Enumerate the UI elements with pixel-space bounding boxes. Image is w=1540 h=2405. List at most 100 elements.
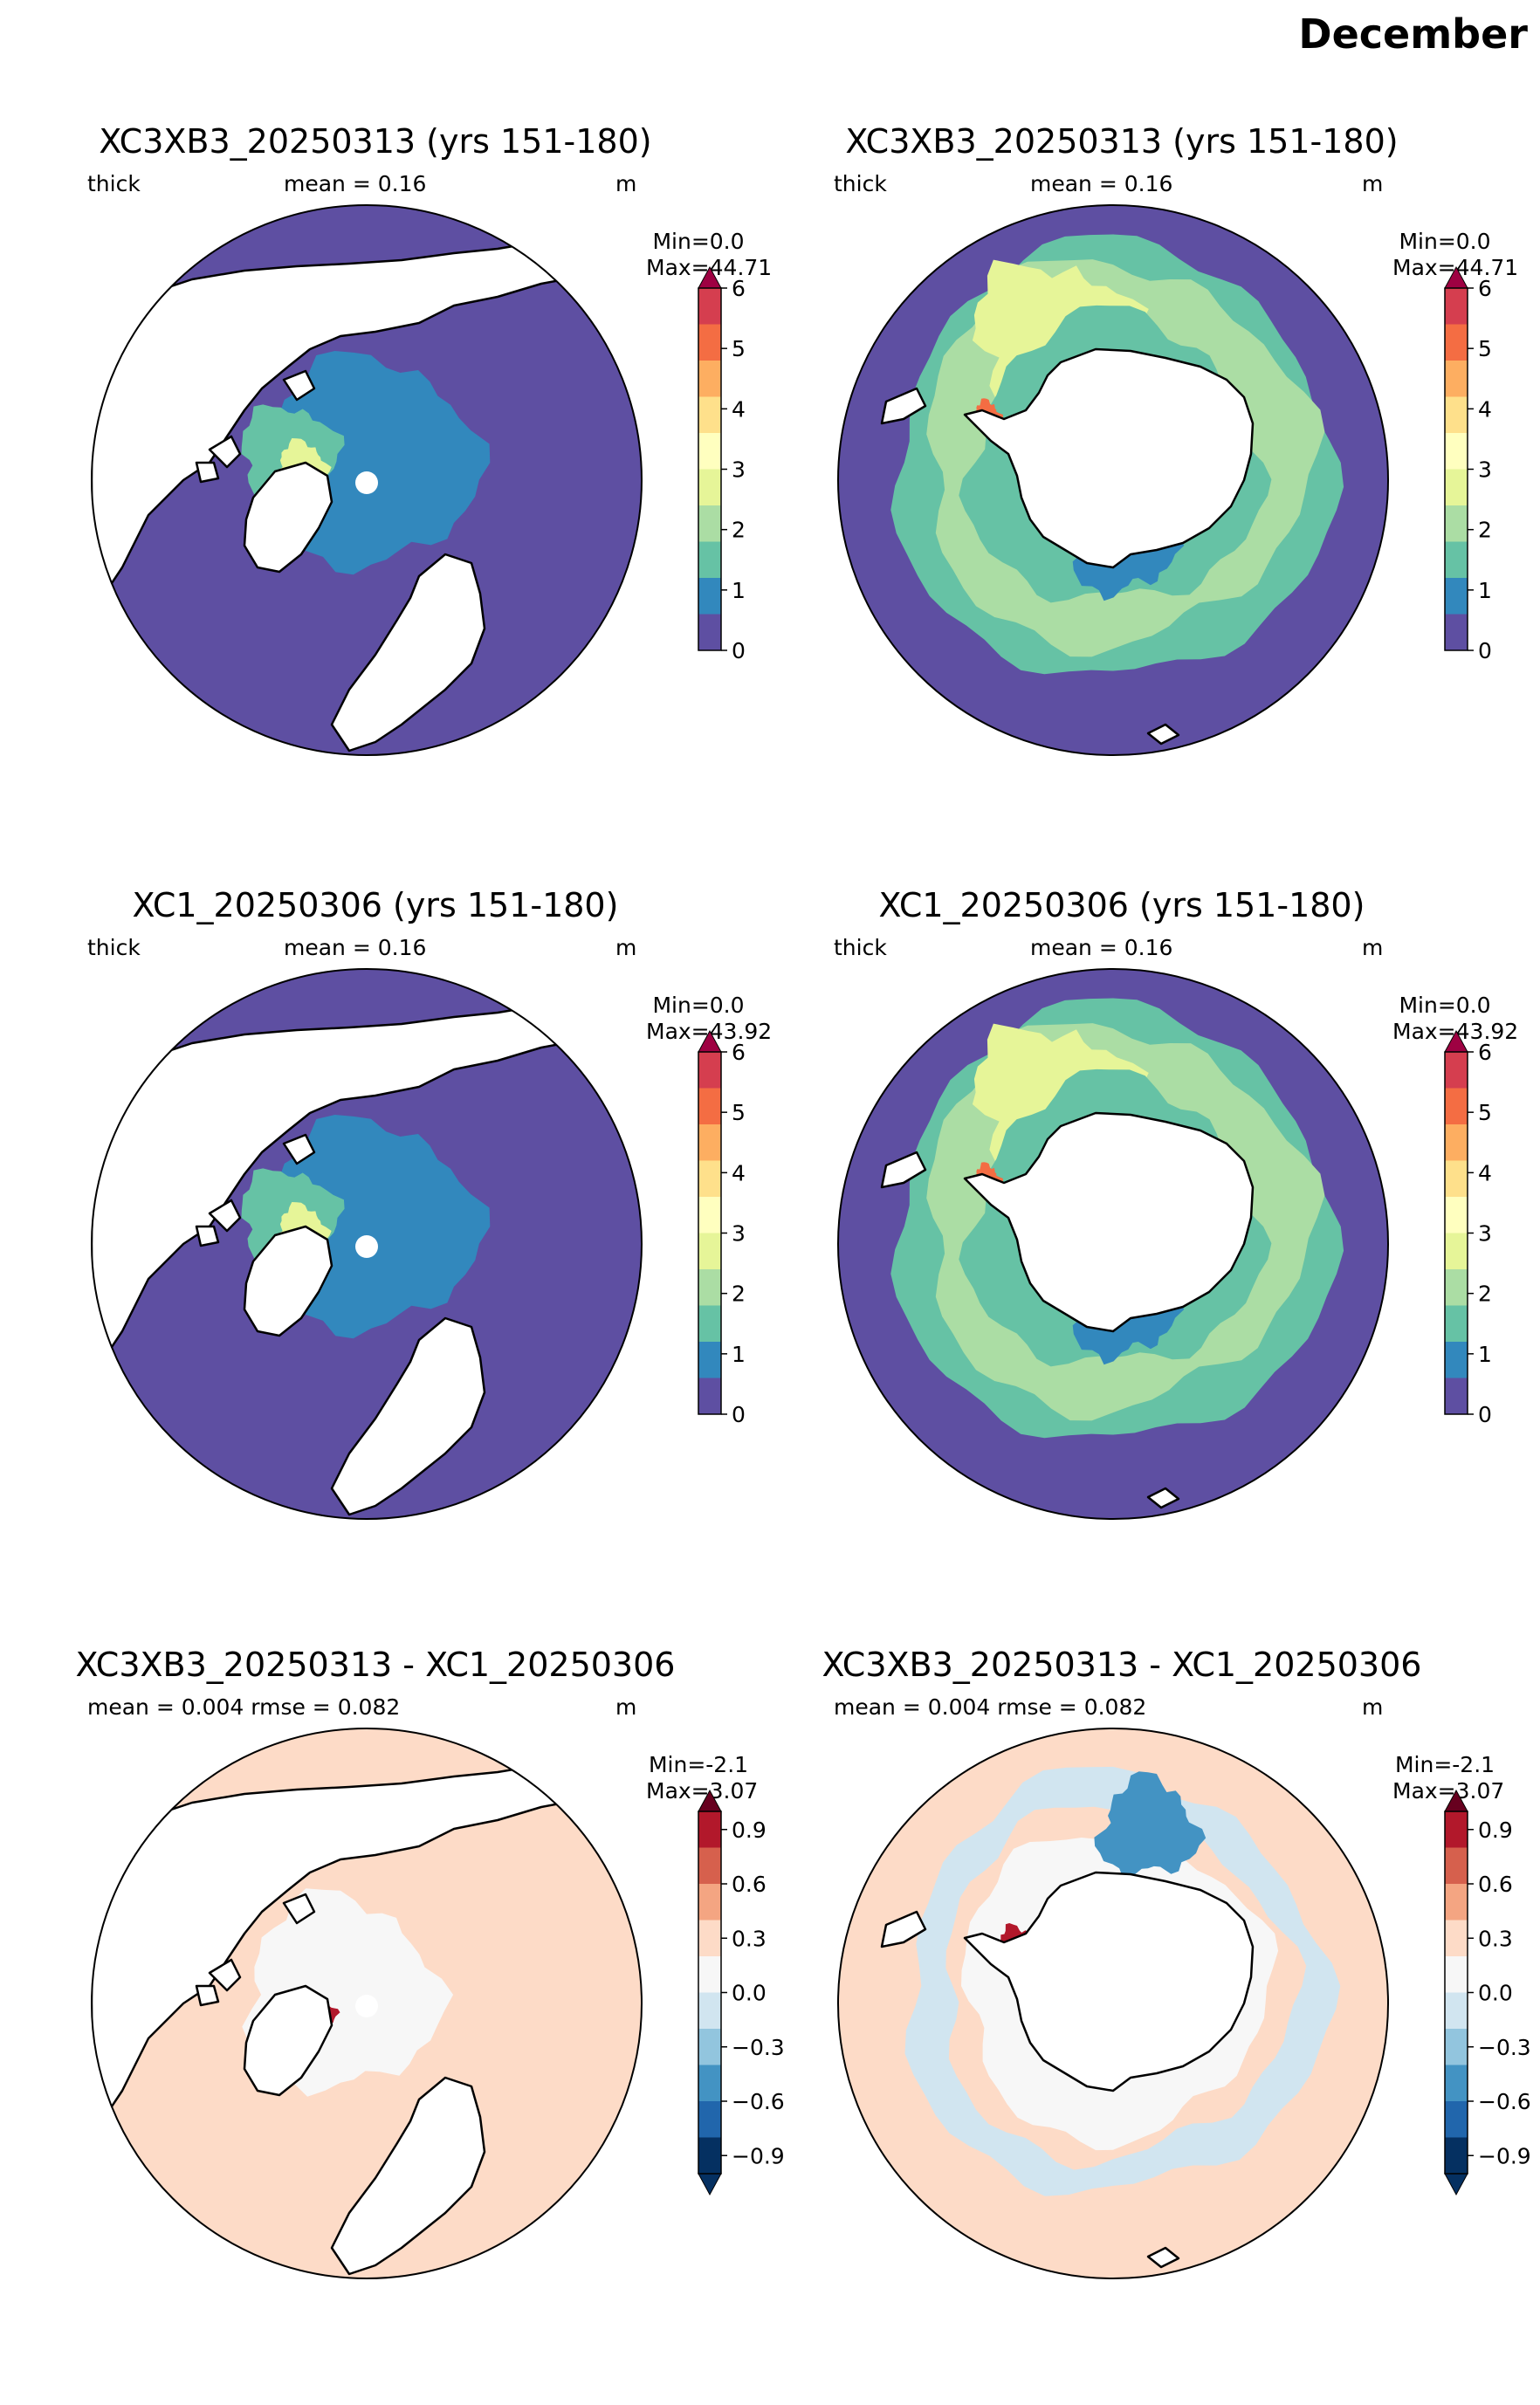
negative-anomaly <box>1094 1771 1207 1878</box>
colorbar-segment <box>698 505 721 542</box>
colorbar-tick-label: 2 <box>732 518 746 543</box>
map-content <box>838 205 1388 755</box>
panel-north-difference: XC3XB3_20250313 - XC1_20250306 mean = 0.… <box>0 1646 785 2405</box>
land-coastline <box>282 1133 316 1165</box>
colorbar-tick-label: −0.3 <box>732 2035 785 2060</box>
colorbar-tick-label: 0.0 <box>732 1981 767 2006</box>
colorbar-segment <box>698 2137 721 2174</box>
colorbar-segment <box>698 288 721 325</box>
colorbar-segment <box>1445 578 1468 615</box>
colorbar-tick-label: 0 <box>1478 638 1492 663</box>
colorbar-tick-label: 0.3 <box>732 1926 767 1951</box>
colorbar: 0 1 2 3 4 5 6 <box>1444 265 1492 663</box>
figure-title: December <box>1298 10 1528 58</box>
colorbar-segment <box>698 1920 721 1956</box>
panel-title: XC1_20250306 (yrs 151-180) <box>878 886 1365 924</box>
land-coastline <box>330 553 486 752</box>
colorbar-tick-label: −0.6 <box>1478 2089 1531 2114</box>
min-max-box: Min=-2.1 Max=3.07 <box>646 1752 758 1804</box>
colorbar-tick-label: 4 <box>1478 396 1492 422</box>
min-label: Min=-2.1 <box>648 1752 749 1777</box>
colorbar-segment <box>1445 1920 1468 1956</box>
colorbar-segment <box>1445 1342 1468 1378</box>
colorbar-segment <box>1445 1088 1468 1124</box>
colorbar-segment <box>1445 1811 1468 1848</box>
land-coastline <box>92 1762 613 2136</box>
colorbar-segment <box>1445 2137 1468 2174</box>
polar-map <box>837 1728 1389 2279</box>
colorbar-tick-label: 0.9 <box>732 1817 767 1843</box>
colorbar-extend-max <box>1444 1789 1468 1812</box>
colorbar-segment <box>698 1992 721 2029</box>
colorbar-segment <box>698 1233 721 1269</box>
unit-label: m <box>615 171 637 196</box>
land-coastline <box>208 435 242 469</box>
colorbar-tick-label: 3 <box>1478 1221 1492 1247</box>
colorbar-segment <box>698 1811 721 1848</box>
colorbar-segment <box>1445 2065 1468 2101</box>
land-coastline <box>1146 2246 1180 2269</box>
colorbar-segment <box>698 1305 721 1342</box>
colorbar-segment <box>698 1124 721 1161</box>
land-coastline <box>282 369 316 402</box>
colorbar-segment <box>698 541 721 578</box>
unit-label: m <box>1362 1694 1384 1720</box>
colorbar-segment <box>698 469 721 505</box>
map-content <box>92 205 642 755</box>
variable-label: thick <box>87 935 141 960</box>
land-coastline <box>92 1002 613 1377</box>
panel-south-difference: XC3XB3_20250313 - XC1_20250306 mean = 0.… <box>746 1646 1531 2405</box>
colorbar-tick-label: 0 <box>732 1402 746 1427</box>
variable-label: thick <box>834 171 887 196</box>
colorbar-segment <box>1445 1847 1468 1884</box>
land-coastline <box>282 1893 316 1925</box>
land-coastline <box>880 1910 927 1948</box>
colorbar-segment <box>698 578 721 615</box>
colorbar-segment <box>698 1378 721 1414</box>
colorbar-tick-label: 5 <box>732 336 746 361</box>
colorbar-extend-max <box>698 265 722 289</box>
colorbar-tick-label: 1 <box>732 1342 746 1367</box>
land-coastline <box>208 1958 242 1992</box>
land-coastline <box>330 1316 486 1516</box>
colorbar-segment <box>1445 1197 1468 1233</box>
map-boundary <box>837 968 1389 1520</box>
unit-label: m <box>1362 171 1384 196</box>
colorbar: 0 1 2 3 4 5 6 <box>698 265 746 663</box>
colorbar-tick-label: 0.3 <box>1478 1926 1513 1951</box>
land-coastline <box>880 1151 927 1189</box>
colorbar: 0 1 2 3 4 5 6 <box>1444 1029 1492 1427</box>
colorbar-segment <box>698 2065 721 2101</box>
colorbar-tick-label: 6 <box>732 1040 746 1065</box>
unit-label: m <box>615 935 637 960</box>
colorbar-segment <box>698 1052 721 1089</box>
polar-map <box>837 968 1389 1520</box>
land-coastline <box>880 387 927 425</box>
mean-label: mean = 0.16 <box>284 935 427 960</box>
colorbar-segment <box>1445 361 1468 397</box>
colorbar-segment <box>1445 1992 1468 2029</box>
colorbar-extend-min <box>698 2173 722 2196</box>
colorbar-segment <box>698 1088 721 1124</box>
land-coastline <box>963 1111 1255 1333</box>
panel-title: XC3XB3_20250313 - XC1_20250306 <box>822 1646 1422 1684</box>
colorbar-segment <box>698 1160 721 1197</box>
panel-title: XC3XB3_20250313 (yrs 151-180) <box>99 122 652 161</box>
map-boundary <box>837 1728 1389 2279</box>
colorbar-segment <box>1445 1160 1468 1197</box>
colorbar-tick-label: 0.9 <box>1478 1817 1513 1843</box>
colorbar-segment <box>698 396 721 433</box>
colorbar-segment <box>1445 396 1468 433</box>
colorbar-segment <box>698 1269 721 1306</box>
map-content <box>92 969 642 1519</box>
polar-map <box>91 204 643 756</box>
colorbar-tick-label: 0 <box>1478 1402 1492 1427</box>
pole-hole <box>355 1235 378 1258</box>
colorbar-tick-label: −0.3 <box>1478 2035 1531 2060</box>
colorbar-segment <box>1445 2029 1468 2065</box>
colorbar-segment <box>1445 541 1468 578</box>
max-label: Max=3.07 <box>1392 1778 1505 1804</box>
colorbar: −0.9 −0.6 −0.3 0.0 0.3 0.6 0.9 <box>1444 1789 1531 2196</box>
panel-south-model-a: XC3XB3_20250313 (yrs 151-180) thick mean… <box>746 122 1518 882</box>
colorbar-tick-label: 2 <box>1478 518 1492 543</box>
